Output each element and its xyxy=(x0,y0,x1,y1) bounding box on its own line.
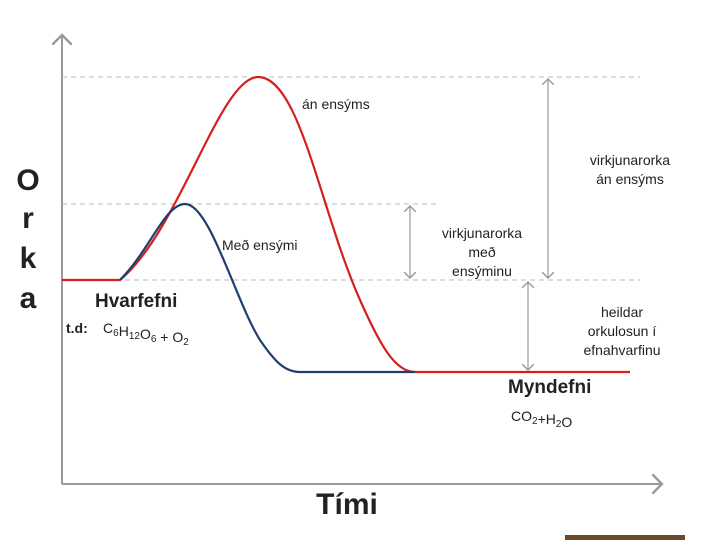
annotation-line: án ensýms xyxy=(596,171,664,187)
products-title: Myndefni xyxy=(508,377,591,398)
annotation-line: virkjunarorka xyxy=(590,152,670,168)
annotation-line: með xyxy=(468,244,495,260)
formula-text: O xyxy=(561,414,572,430)
annotation-line: orkulosun í xyxy=(588,323,657,339)
y-label-letter: k xyxy=(20,242,37,275)
energy-arrows xyxy=(410,79,548,370)
annotation-line: virkjunarorka xyxy=(442,225,522,241)
corner-image xyxy=(565,535,685,540)
example-prefix: t.d: xyxy=(66,320,88,336)
formula-subscript: 6 xyxy=(151,334,157,345)
formula-text: + O xyxy=(156,329,183,345)
formula-text: C xyxy=(103,320,113,336)
annotation-line: ensýminu xyxy=(452,263,512,279)
products-formula: CO2+H2O xyxy=(511,408,572,430)
curve-with-enzyme xyxy=(119,202,415,374)
y-label-letter: a xyxy=(20,282,37,315)
formula-subscript: 2 xyxy=(532,416,538,427)
curve-label: Með ensými xyxy=(222,237,297,253)
formula-text: O xyxy=(140,326,151,342)
formula-text: H xyxy=(119,323,129,339)
formula-subscript: 2 xyxy=(556,419,562,430)
annotation-line: heildar xyxy=(601,304,643,320)
formula-text: +H xyxy=(538,411,556,427)
annotation-line: efnahvarfinu xyxy=(583,342,660,358)
x-label: Tími xyxy=(316,488,378,521)
y-label-letter: r xyxy=(22,202,34,235)
formula-subscript: 12 xyxy=(129,331,141,342)
formula-text: CO xyxy=(511,408,532,424)
formula-subscript: 2 xyxy=(183,337,189,348)
curve-label: án ensýms xyxy=(302,96,370,112)
reactants-formula: C6H12O6 + O2 xyxy=(103,320,189,348)
y-label-letter: O xyxy=(16,164,39,197)
reactants-title: Hvarfefni xyxy=(95,291,177,312)
curve-without-enzyme xyxy=(62,75,630,374)
annotation: virkjunarorka án ensýms virkjunarorka me… xyxy=(442,152,670,358)
formula-subscript: 6 xyxy=(113,328,119,339)
